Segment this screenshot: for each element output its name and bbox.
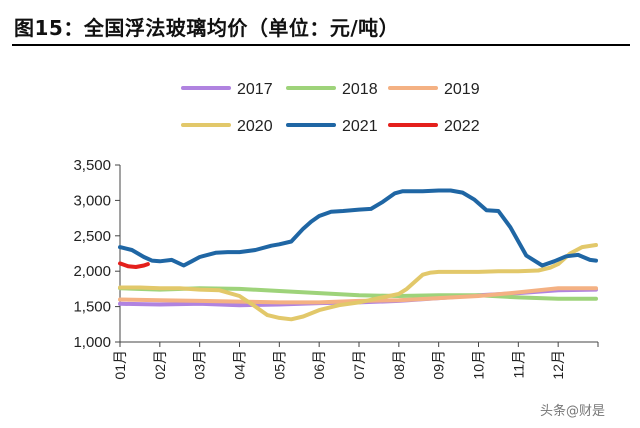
- x-tick-label: 08月: [391, 350, 407, 380]
- series-line-2020: [118, 243, 598, 322]
- x-tick-label: 06月: [311, 350, 327, 380]
- x-tick-label: 12月: [550, 350, 566, 380]
- legend: 2017 2018 2019 2020 2021 2022: [181, 81, 480, 135]
- x-tick-label: 01月: [112, 350, 128, 380]
- legend-label-2017: 2017: [237, 81, 273, 98]
- x-tick-label: 09月: [431, 350, 447, 380]
- title-underline: [12, 44, 630, 46]
- y-tick-label: 3,000: [73, 192, 111, 209]
- x-tick-label: 04月: [232, 350, 248, 380]
- series-line-2022: [118, 261, 150, 269]
- x-tick-label: 02月: [152, 350, 168, 380]
- series-line-2021: [118, 188, 598, 268]
- legend-label-2019: 2019: [444, 81, 480, 98]
- y-tick-label: 1,500: [73, 299, 111, 316]
- legend-label-2018: 2018: [342, 81, 378, 98]
- x-tick-label: 07月: [351, 350, 367, 380]
- watermark: 头条@财是: [540, 404, 606, 419]
- y-tick-label: 1,000: [73, 334, 111, 351]
- chart-title: 图15：全国浮法玻璃均价（单位：元/吨）: [14, 16, 400, 40]
- legend-label-2020: 2020: [237, 118, 273, 135]
- x-tick-label: 10月: [471, 350, 487, 380]
- legend-label-2022: 2022: [444, 118, 480, 135]
- axes: 1,000 1,500 2,000 2,500 3,000 3,500 01月 02月 03月 0…: [73, 157, 599, 380]
- y-tick-label: 2,500: [73, 228, 111, 245]
- y-tick-label: 3,500: [73, 157, 111, 174]
- x-tick-label: 05月: [271, 350, 287, 380]
- x-tick-label: 11月: [510, 350, 526, 379]
- series-lines: [118, 188, 598, 322]
- y-tick-label: 2,000: [73, 263, 111, 280]
- legend-label-2021: 2021: [342, 118, 378, 135]
- x-tick-label: 03月: [192, 350, 208, 380]
